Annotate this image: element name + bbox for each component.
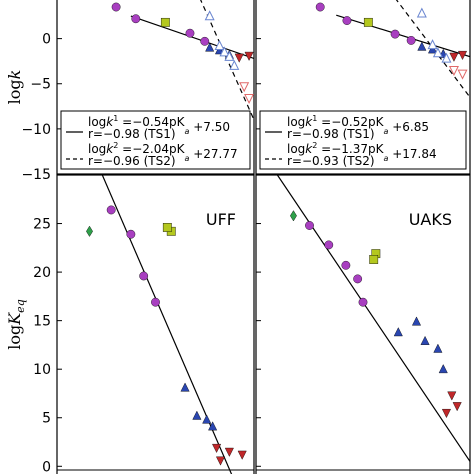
y-tick-label: 10 xyxy=(33,362,51,378)
data-point-triangle-up xyxy=(192,410,202,420)
data-point-circle xyxy=(126,229,136,239)
legend-equation: logk2 =−1.37pKa +17.84 xyxy=(287,141,437,163)
y-tick-label: 0 xyxy=(42,459,51,474)
data-point-square xyxy=(363,17,373,27)
y-tick-label: 25 xyxy=(33,217,51,233)
panel-plot-group xyxy=(276,175,470,462)
data-point-circle xyxy=(131,14,141,24)
legend-box xyxy=(60,110,251,170)
data-point-triangle-up xyxy=(204,10,215,21)
y-axis-label: logKeq xyxy=(5,299,27,350)
data-point-circle xyxy=(185,28,195,38)
data-point-square xyxy=(369,255,379,264)
data-point-circle xyxy=(200,36,210,46)
data-point-circle xyxy=(358,297,368,307)
fit-line-solid xyxy=(130,15,254,60)
data-point-triangle-up xyxy=(202,414,212,424)
panel-title: UAKS xyxy=(409,210,452,229)
panel-plot-group xyxy=(86,175,247,474)
panel-frame xyxy=(56,174,255,474)
data-point-triangle-down xyxy=(234,53,244,63)
y-tick-label: −15 xyxy=(21,167,51,183)
y-tick-label: 15 xyxy=(33,314,51,330)
plot-layer xyxy=(86,0,470,474)
data-point-triangle-up xyxy=(432,47,443,58)
fit-line-dashed xyxy=(395,0,470,98)
data-point-circle xyxy=(353,274,363,284)
data-point-triangle-down xyxy=(448,66,459,77)
data-point-triangle-down xyxy=(212,443,222,453)
data-point-circle xyxy=(305,221,314,230)
y-tick-label: −5 xyxy=(30,77,51,93)
data-point-triangle-up xyxy=(205,42,215,52)
y-axis-label: logk xyxy=(5,70,24,105)
data-point-triangle-up xyxy=(180,382,190,392)
data-point-circle xyxy=(390,29,400,39)
data-point-triangle-up xyxy=(438,364,448,374)
legend-r-value: r=−0.98 (TS1) xyxy=(88,127,176,141)
data-point-triangle-down xyxy=(224,447,234,457)
data-point-triangle-up xyxy=(441,52,452,63)
data-point-triangle-up xyxy=(420,335,430,345)
data-point-triangle-up xyxy=(208,421,218,431)
data-point-triangle-down xyxy=(244,93,254,105)
axes-layer xyxy=(56,0,471,474)
data-point-triangle-up xyxy=(214,40,225,51)
data-point-triangle-down xyxy=(244,51,254,61)
legend-r-value: r=−0.93 (TS2) xyxy=(287,154,375,168)
data-point-circle xyxy=(324,240,334,250)
data-point-triangle-up xyxy=(219,46,230,57)
data-point-square xyxy=(160,17,170,27)
legend-box xyxy=(259,110,467,170)
legend-r-value: r=−0.96 (TS2) xyxy=(88,154,176,168)
data-point-circle xyxy=(111,2,121,12)
panel-frame xyxy=(255,174,471,474)
data-point-triangle-up xyxy=(417,41,427,51)
data-point-circle xyxy=(139,271,149,281)
data-point-triangle-up xyxy=(411,316,422,326)
data-point-circle xyxy=(315,2,325,12)
data-point-triangle-up xyxy=(229,59,240,70)
legend-equation: logk1 =−0.54pKa +7.50 xyxy=(88,114,230,136)
data-point-triangle-down xyxy=(447,391,457,401)
y-tick-label: 20 xyxy=(33,265,51,281)
data-point-circle xyxy=(151,297,160,307)
legend-r-value: r=−0.98 (TS1) xyxy=(287,127,375,141)
data-point-triangle-down xyxy=(452,402,462,412)
data-point-diamond xyxy=(86,225,93,237)
data-point-diamond xyxy=(290,210,297,222)
data-point-triangle-up xyxy=(416,7,427,18)
panel-plot-group xyxy=(315,0,470,98)
panel-frame xyxy=(56,0,255,175)
data-point-circle xyxy=(406,36,416,45)
data-point-triangle-down xyxy=(215,456,226,466)
data-point-triangle-down xyxy=(441,408,451,419)
y-tick-label: −10 xyxy=(21,122,51,138)
fit-line-solid xyxy=(336,14,470,58)
panel-title: UFF xyxy=(206,210,236,229)
data-point-circle xyxy=(342,16,352,25)
data-point-square xyxy=(162,223,172,232)
data-point-circle xyxy=(106,205,116,215)
data-point-triangle-down xyxy=(457,69,468,80)
data-point-triangle-up xyxy=(427,39,438,50)
legend-equation: logk2 =−2.04pKa +27.77 xyxy=(88,141,238,163)
data-point-circle xyxy=(341,260,351,270)
data-point-triangle-down xyxy=(239,82,250,93)
data-point-triangle-down xyxy=(457,50,468,61)
data-point-triangle-up xyxy=(433,343,443,353)
legend-equation: logk1 =−0.52pKa +6.85 xyxy=(287,114,429,136)
data-point-triangle-down xyxy=(449,52,459,62)
panel-frame xyxy=(255,0,471,175)
panel-plot-group xyxy=(111,0,254,121)
y-tick-label: 5 xyxy=(42,411,51,427)
data-point-triangle-up xyxy=(224,50,235,61)
y-tick-label: 0 xyxy=(42,32,51,48)
data-point-triangle-down xyxy=(237,450,247,460)
data-point-triangle-up xyxy=(393,327,403,337)
